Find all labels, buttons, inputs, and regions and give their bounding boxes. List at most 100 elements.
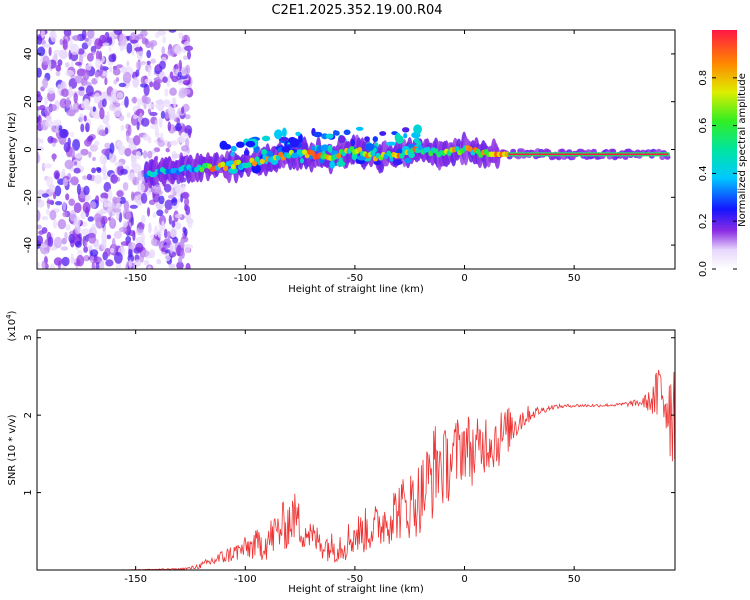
- noise-blob: [172, 236, 179, 244]
- noise-blob: [80, 148, 89, 156]
- noise-blob: [77, 48, 85, 55]
- noise-blob: [158, 195, 165, 205]
- ridge-burst: [392, 159, 403, 166]
- ridge-burst: [261, 135, 271, 142]
- noise-blob: [113, 30, 123, 36]
- noise-blob: [102, 98, 107, 108]
- noise-blob: [93, 174, 103, 185]
- noise-blob: [37, 35, 43, 45]
- noise-blob: [41, 40, 47, 45]
- noise-blob: [135, 151, 142, 160]
- noise-blob: [84, 196, 89, 202]
- noise-blob: [116, 190, 124, 197]
- noise-blob: [37, 46, 46, 57]
- noise-blob: [55, 201, 63, 206]
- noise-blob: [116, 91, 124, 99]
- x-tick-label: -50: [347, 574, 363, 585]
- noise-blob: [80, 211, 86, 220]
- noise-blob: [148, 222, 152, 234]
- noise-blob: [57, 84, 62, 94]
- noise-blob: [101, 148, 110, 155]
- noise-blob: [133, 114, 138, 120]
- noise-blob: [60, 82, 66, 90]
- ridge-burst: [395, 135, 404, 144]
- noise-blob: [143, 104, 147, 110]
- snr-scale-label: (x104): [5, 310, 18, 341]
- colorbar-gradient: [712, 30, 737, 269]
- noise-blob: [116, 64, 124, 69]
- noise-blob: [156, 79, 163, 84]
- noise-blob: [160, 132, 164, 141]
- noise-blob: [104, 77, 108, 86]
- noise-blob: [37, 67, 42, 78]
- noise-blob: [164, 228, 168, 239]
- noise-blob: [128, 259, 133, 269]
- noise-blob: [44, 96, 48, 106]
- noise-blob: [43, 163, 53, 169]
- noise-blob: [52, 138, 58, 144]
- noise-blob: [87, 216, 95, 222]
- noise-blob: [53, 170, 60, 180]
- noise-blob: [107, 95, 112, 101]
- ridge-burst: [379, 131, 387, 136]
- spectrogram-y-ticks: -40 -20 0 20 40: [23, 48, 675, 253]
- noise-blob: [155, 99, 164, 105]
- ridge-core: [425, 146, 431, 153]
- noise-blob: [108, 216, 111, 221]
- noise-blob: [55, 123, 59, 134]
- noise-blob: [124, 96, 129, 108]
- noise-blob: [187, 50, 191, 60]
- noise-blob: [149, 81, 154, 88]
- noise-blob: [168, 112, 177, 121]
- noise-blob: [75, 61, 82, 66]
- ridge-core: [357, 147, 363, 153]
- x-tick-label: -100: [234, 574, 257, 585]
- ridge-burst: [222, 143, 232, 150]
- x-tick-label: -150: [124, 273, 147, 284]
- ridge-burst: [290, 138, 300, 148]
- noise-blob: [112, 208, 122, 213]
- noise-blob: [122, 71, 132, 84]
- noise-blob: [110, 217, 115, 226]
- spectrogram-y-label: Frequency (Hz): [7, 112, 18, 188]
- noise-blob: [137, 97, 141, 110]
- noise-blob: [183, 243, 191, 254]
- noise-blob: [161, 46, 165, 55]
- noise-blob: [66, 109, 76, 117]
- noise-blob: [155, 103, 161, 109]
- noise-blob: [82, 70, 90, 81]
- noise-blob: [37, 261, 40, 269]
- noise-blob: [161, 247, 166, 252]
- noise-blob: [65, 224, 71, 231]
- colorbar-tick-label: 0.0: [698, 261, 709, 277]
- noise-blob: [173, 64, 179, 70]
- noise-blob: [37, 235, 44, 246]
- noise-blob: [147, 150, 153, 159]
- ridge-burst: [228, 167, 239, 174]
- noise-blob: [46, 114, 53, 122]
- ridge-burst: [404, 157, 412, 164]
- ridge-burst: [389, 157, 394, 162]
- ridge-burst: [300, 157, 304, 164]
- noise-blob: [178, 256, 183, 264]
- noise-blob: [99, 259, 105, 269]
- noise-blob: [176, 261, 184, 269]
- noise-blob: [130, 216, 134, 226]
- colorbar-tick-label: 0.2: [698, 213, 709, 229]
- ridge-burst: [245, 140, 256, 148]
- noise-blob: [111, 237, 116, 250]
- noise-blob: [141, 232, 145, 243]
- noise-blob: [85, 85, 94, 97]
- noise-blob: [93, 256, 103, 264]
- noise-blob: [109, 247, 115, 254]
- noise-blob: [86, 52, 94, 62]
- noise-blob: [143, 96, 151, 105]
- snr-background: [37, 330, 675, 570]
- noise-blob: [64, 232, 68, 240]
- noise-blob: [73, 216, 81, 228]
- noise-blob: [171, 228, 177, 238]
- noise-blob: [102, 175, 109, 180]
- colorbar-tick-label: 0.6: [698, 118, 709, 134]
- noise-blob: [37, 209, 41, 222]
